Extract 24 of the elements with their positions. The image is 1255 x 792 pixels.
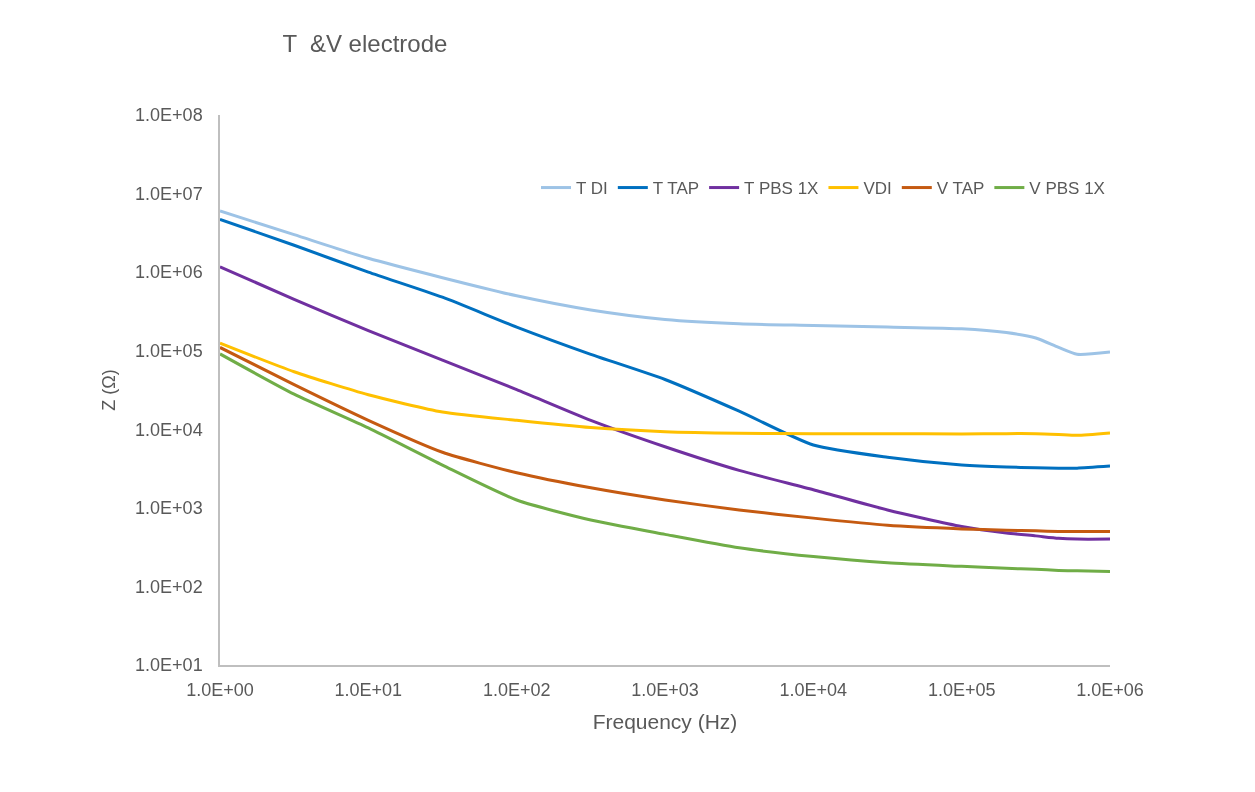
x-tick-label: 1.0E+04 <box>779 680 848 701</box>
y-tick-label: 1.0E+07 <box>135 183 203 204</box>
legend-label: VDI <box>863 179 892 199</box>
x-tick-label: 1.0E+05 <box>927 680 996 701</box>
y-tick-label: 1.0E+04 <box>135 419 203 440</box>
y-tick-label: 1.0E+08 <box>135 105 203 126</box>
y-tick-label: 1.0E+02 <box>135 576 203 597</box>
x-axis-title: Frequency (Hz) <box>592 710 738 734</box>
legend-label: V PBS 1X <box>1029 179 1105 199</box>
x-tick-label: 1.0E+00 <box>186 680 254 701</box>
y-tick-label: 1.0E+03 <box>135 498 203 519</box>
y-tick-label: 1.0E+06 <box>135 262 203 283</box>
x-tick-label: 1.0E+03 <box>631 680 699 701</box>
x-tick-label: 1.0E+02 <box>482 680 551 701</box>
chart-title: T &V electrode <box>282 30 448 58</box>
legend-label: T DI <box>576 179 608 199</box>
legend-label: T PBS 1X <box>744 179 819 199</box>
legend-label: V TAP <box>936 179 985 199</box>
y-axis-title: Z (Ω) <box>98 369 119 411</box>
x-tick-label: 1.0E+06 <box>1076 680 1144 701</box>
y-tick-label: 1.0E+05 <box>135 341 203 362</box>
y-tick-label: 1.0E+01 <box>135 655 203 676</box>
legend-label: T TAP <box>652 179 700 199</box>
x-tick-label: 1.0E+01 <box>334 680 403 701</box>
